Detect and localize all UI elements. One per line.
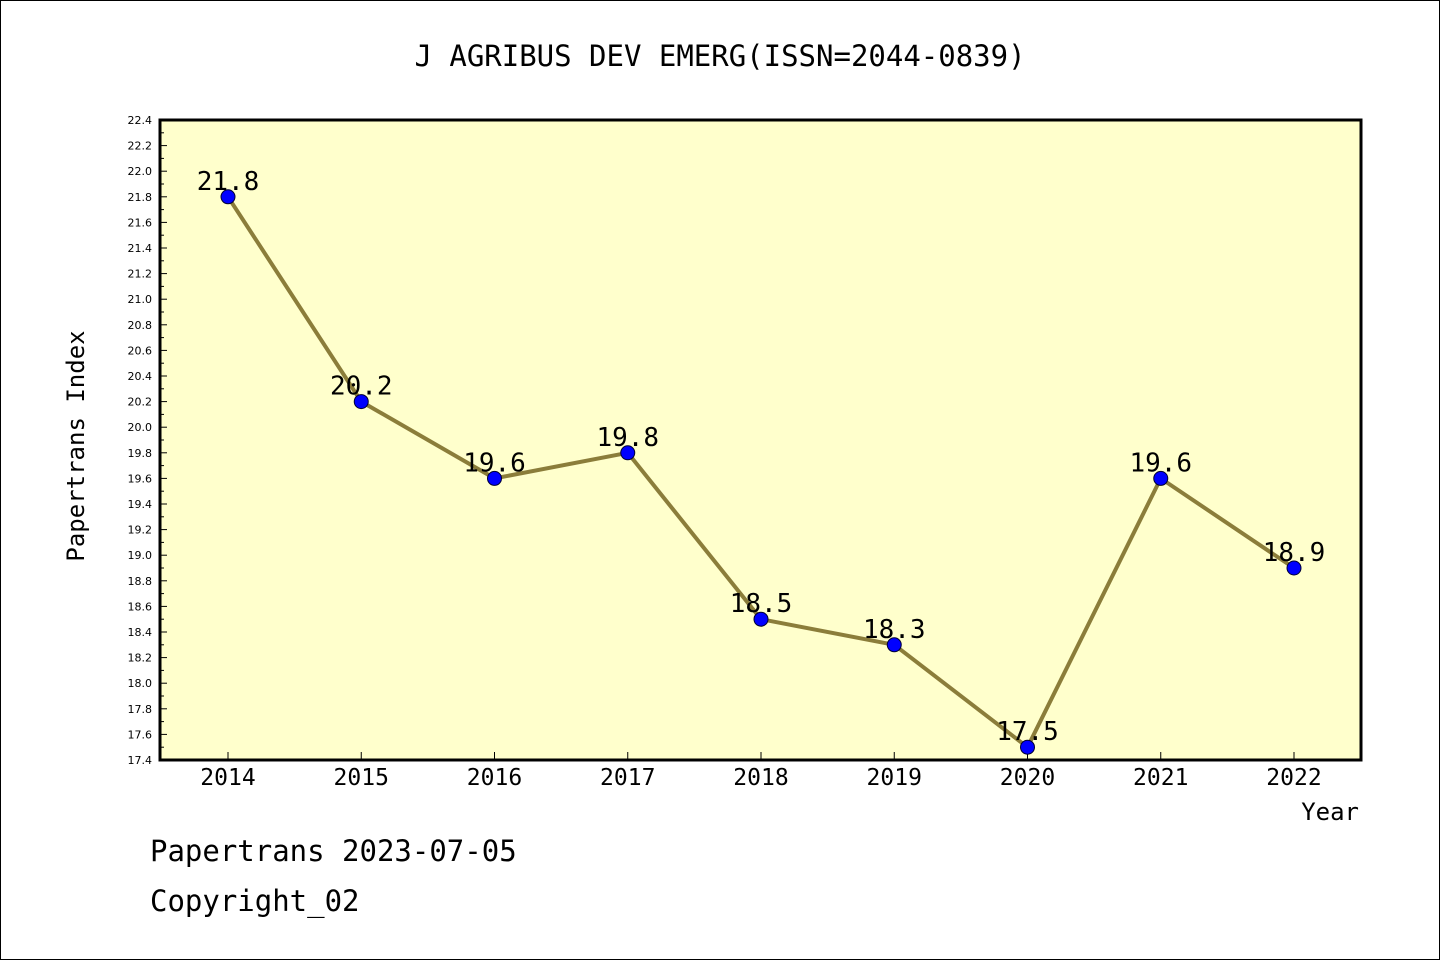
y-tick-label: 21.8 (128, 191, 153, 204)
y-tick-label: 20.8 (128, 319, 153, 332)
data-label: 18.9 (1263, 538, 1326, 568)
data-point (1286, 560, 1302, 576)
y-tick-label: 21.0 (128, 293, 153, 306)
y-tick-label: 17.4 (128, 754, 153, 767)
x-tick-label: 2021 (1133, 765, 1188, 791)
y-axis-title: Papertrans Index (62, 330, 90, 561)
y-tick-label: 20.6 (128, 344, 153, 357)
y-tick-label: 21.6 (128, 216, 153, 229)
data-label: 18.5 (730, 589, 793, 619)
x-tick-label: 2017 (600, 765, 655, 791)
data-label: 21.8 (197, 167, 260, 197)
y-tick-label: 22.0 (128, 165, 153, 178)
data-point (753, 611, 769, 627)
y-tick-label: 18.8 (128, 575, 153, 588)
data-label: 19.6 (463, 448, 526, 478)
y-tick-label: 19.2 (128, 524, 153, 537)
y-tick-label: 18.2 (128, 652, 153, 665)
x-tick-label: 2022 (1266, 765, 1321, 791)
footer-copyright: Copyright_02 (150, 884, 360, 918)
series-line-group: 21.8 20.2 19.6 19.8 18.5 18.3 17.5 19.6 18.9 (197, 167, 1326, 755)
data-point (220, 189, 236, 205)
y-tick-label: 22.2 (128, 140, 153, 153)
x-axis: 2014 2015 2016 2017 2018 2019 2020 2021 2022 (200, 752, 1322, 791)
x-tick-label: 2016 (467, 765, 522, 791)
data-label: 19.6 (1129, 448, 1192, 478)
y-tick-label: 20.4 (128, 370, 153, 383)
data-point (353, 394, 369, 410)
y-tick-label: 21.4 (128, 242, 153, 255)
footer-date: Papertrans 2023-07-05 (150, 834, 517, 868)
x-axis-title: Year (1301, 798, 1359, 826)
y-tick-label: 19.0 (128, 549, 153, 562)
y-tick-label: 19.4 (128, 498, 153, 511)
data-point (487, 470, 502, 486)
data-point (886, 637, 902, 653)
x-tick-label: 2020 (1000, 765, 1055, 791)
y-tick-label: 21.2 (128, 268, 153, 281)
y-tick-label: 19.8 (128, 447, 153, 460)
y-tick-label: 20.0 (128, 421, 153, 434)
x-tick-label: 2019 (867, 765, 922, 791)
data-point (1153, 470, 1169, 486)
y-axis: 17.4 17.6 17.8 18.0 18.2 18.4 18.6 18.8 19.0 19.2… (128, 114, 167, 767)
data-label: 19.8 (596, 423, 659, 453)
y-tick-label: 22.4 (128, 114, 153, 127)
y-tick-label: 17.6 (128, 728, 153, 741)
y-tick-label: 19.6 (128, 472, 153, 485)
y-tick-label: 18.6 (128, 600, 153, 613)
x-tick-label: 2014 (200, 765, 255, 791)
x-tick-label: 2018 (733, 765, 788, 791)
x-tick-label: 2015 (334, 765, 389, 791)
y-tick-label: 18.4 (128, 626, 153, 639)
data-point (620, 445, 636, 461)
y-tick-label: 20.2 (128, 396, 153, 409)
data-label: 17.5 (996, 717, 1059, 747)
data-label: 20.2 (330, 372, 393, 402)
y-tick-label: 18.0 (128, 677, 153, 690)
plot-area (158, 118, 1363, 762)
chart-title: J AGRIBUS DEV EMERG(ISSN=2044-0839) (414, 39, 1025, 73)
data-label: 18.3 (863, 615, 926, 645)
data-point (1020, 739, 1035, 755)
y-tick-label: 17.8 (128, 703, 153, 716)
